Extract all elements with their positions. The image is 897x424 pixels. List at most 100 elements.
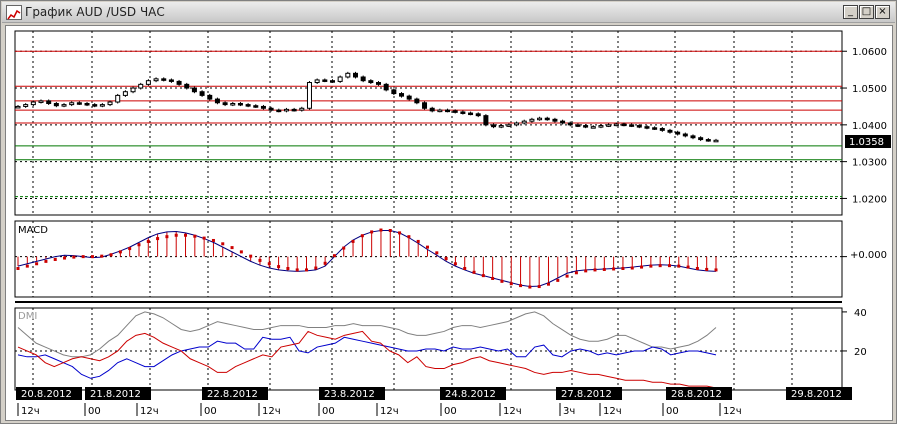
candle-body <box>61 104 67 107</box>
macd-signal-point <box>463 267 467 270</box>
candle-body <box>115 94 121 103</box>
candle-body <box>644 126 650 129</box>
candle-body <box>184 83 190 89</box>
candle-body <box>713 139 719 143</box>
date-label-box <box>319 387 385 400</box>
macd-signal-point <box>500 279 504 283</box>
minimize-button[interactable]: _ <box>843 5 858 19</box>
macd-signal-point <box>370 230 374 234</box>
candle-body <box>460 111 466 114</box>
chart-app-icon <box>6 5 22 20</box>
candle-body <box>376 82 382 85</box>
candle-body <box>575 124 581 127</box>
date-label: 28.8.2012 <box>671 389 722 400</box>
candle-body <box>199 91 205 96</box>
macd-signal-point <box>593 268 597 272</box>
window-title: График AUD /USD ЧАС <box>25 5 165 19</box>
macd-signal-point <box>546 282 550 286</box>
hour-label: 12ч <box>723 406 742 417</box>
candle-body <box>468 112 474 116</box>
macd-signal-point <box>100 254 104 258</box>
candle-body <box>99 104 105 107</box>
candle-body <box>399 93 405 97</box>
dmi-plus-line <box>17 336 717 379</box>
price-tick-label: 1.0600 <box>852 47 887 58</box>
hour-label: 00 <box>444 406 457 417</box>
current-price-box <box>845 135 891 148</box>
price-tick-label: 1.0200 <box>852 194 887 205</box>
macd-signal-point <box>221 242 225 246</box>
macd-signal-point <box>658 264 662 268</box>
date-label: 24.8.2012 <box>445 389 496 400</box>
candle-body <box>506 124 512 127</box>
hour-label: 12ч <box>262 406 281 417</box>
macd-signal-point <box>165 235 169 239</box>
macd-signal-point <box>72 255 76 259</box>
current-price-label: 1.0358 <box>849 137 884 148</box>
macd-signal-point <box>667 264 671 268</box>
candle-body <box>544 117 550 121</box>
date-label: 20.8.2012 <box>21 389 72 400</box>
candle-body <box>552 118 558 122</box>
candle-body <box>168 79 174 82</box>
dmi-label: DMI <box>18 311 37 322</box>
macd-signal-point <box>360 234 364 238</box>
macd-line <box>17 230 717 288</box>
macd-signal-point <box>295 268 299 272</box>
candle-body <box>153 78 159 82</box>
date-label-box <box>440 387 506 400</box>
hour-label: 00 <box>204 406 217 417</box>
candle-body <box>46 100 52 104</box>
candle-body <box>276 109 282 113</box>
candle-body <box>590 126 596 129</box>
candle-body <box>322 79 328 82</box>
macd-signal-point <box>565 274 569 278</box>
date-label: 21.8.2012 <box>90 389 141 400</box>
candle-body <box>222 102 228 106</box>
macd-signal-point <box>258 258 262 262</box>
hour-label: 12ч <box>380 406 399 417</box>
candle-body <box>636 125 642 128</box>
candle-body <box>130 87 136 93</box>
candle-body <box>422 102 428 109</box>
hour-label: 3ч <box>563 406 575 417</box>
candle-body <box>598 125 604 128</box>
chart-area[interactable]: 1.0600 1.0500 1.0400 1.0300 1.0200 1.0358 MA… <box>5 25 893 421</box>
title-bar[interactable]: График AUD /USD ЧАС _ □ × <box>2 2 895 23</box>
macd-signal-point <box>286 267 290 270</box>
candle-body <box>337 76 343 82</box>
candle-body <box>53 102 59 107</box>
macd-signal-point <box>277 265 281 269</box>
hour-label: 12ч <box>603 406 622 417</box>
macd-signal-point <box>435 251 439 255</box>
macd-signal-point <box>193 234 197 238</box>
dmi-tick-40: 40 <box>854 308 867 319</box>
macd-signal-point <box>314 266 318 270</box>
macd-signal-point <box>332 254 336 258</box>
macd-signal-point <box>472 270 476 274</box>
macd-label: MACD <box>18 225 48 236</box>
maximize-button[interactable]: □ <box>859 5 874 19</box>
candle-body <box>483 115 489 126</box>
macd-signal-point <box>81 255 85 259</box>
macd-signal-point <box>714 268 718 272</box>
macd-signal-point <box>453 262 457 266</box>
candle-body <box>406 95 412 100</box>
macd-signal-point <box>202 236 206 240</box>
macd-signal-point <box>612 267 616 271</box>
macd-signal-point <box>407 235 411 239</box>
candle-body <box>537 117 543 121</box>
candle-body <box>214 98 220 104</box>
candle-body <box>15 105 21 109</box>
macd-signal-point <box>416 239 420 243</box>
candle-body <box>92 104 98 107</box>
macd-signal-point <box>90 255 94 259</box>
close-button[interactable]: × <box>875 5 890 19</box>
candle-body <box>306 82 312 109</box>
candle-body <box>521 120 527 124</box>
chart-canvas[interactable]: 1.0600 1.0500 1.0400 1.0300 1.0200 1.0358 MA… <box>6 26 892 420</box>
macd-signal-point <box>686 265 690 269</box>
macd-signal-point <box>677 264 681 268</box>
candle-body <box>391 89 397 95</box>
